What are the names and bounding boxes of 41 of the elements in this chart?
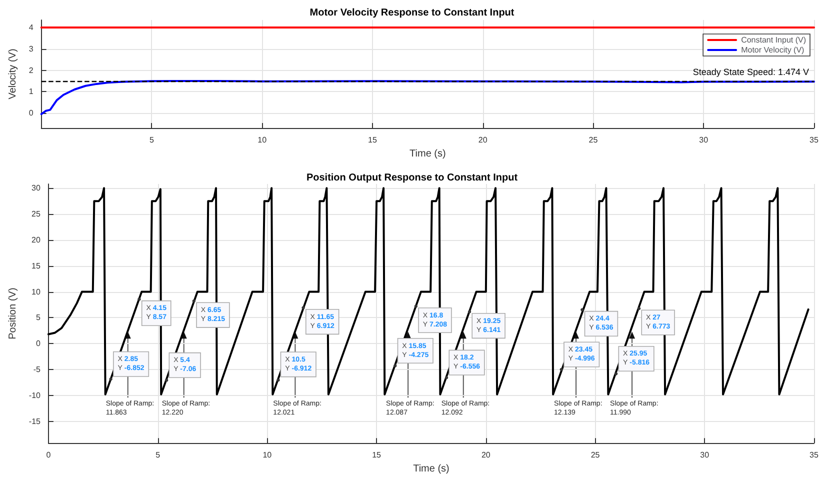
x-tick-label: 20 <box>478 136 488 144</box>
x-tick-label: 30 <box>700 450 710 460</box>
y-axis-title: Velocity (V) <box>8 48 18 100</box>
x-axis-title: Time (s) <box>410 148 446 160</box>
chart-title: Position Output Response to Constant Input <box>306 172 518 184</box>
y-tick-label: 2 <box>28 66 34 75</box>
x-tick-label: 35 <box>810 136 819 144</box>
line-series <box>47 187 810 396</box>
y-tick-label: 5 <box>36 313 42 322</box>
x-tick-label: 15 <box>372 450 382 460</box>
chart-title: Motor Velocity Response to Constant Input <box>310 8 515 18</box>
x-tick-label: 5 <box>156 450 161 460</box>
x-tick-label: 20 <box>481 450 491 460</box>
x-tick-label: 10 <box>258 136 268 144</box>
x-tick-label: 35 <box>810 450 819 460</box>
line-series <box>40 80 815 116</box>
y-axis-title: Position (V) <box>8 288 18 340</box>
y-tick-label: 1 <box>28 87 34 96</box>
y-tick-label: -15 <box>28 416 42 426</box>
y-tick-label: 20 <box>32 235 42 244</box>
y-tick-label: 30 <box>32 184 42 193</box>
ref-line-label: Steady State Speed: 1.474 V <box>692 67 809 78</box>
y-tick-label: 4 <box>28 22 34 32</box>
x-tick-label: 10 <box>262 450 272 460</box>
x-tick-label: 5 <box>150 136 154 144</box>
y-tick-label: 3 <box>28 44 34 54</box>
y-tick-label: -5 <box>33 365 41 374</box>
x-axis-title: Time (s) <box>413 464 450 474</box>
x-tick-label: 0 <box>46 450 52 460</box>
y-tick-label: -10 <box>28 390 42 400</box>
legend-label: Motor Velocity (V) <box>741 46 805 54</box>
y-tick-label: 15 <box>32 261 42 270</box>
y-tick-label: 25 <box>32 210 42 219</box>
x-tick-label: 30 <box>699 136 709 144</box>
y-tick-label: 10 <box>32 287 42 296</box>
y-tick-label: 0 <box>28 108 34 118</box>
x-tick-label: 25 <box>588 136 598 144</box>
x-tick-label: 25 <box>590 450 600 460</box>
legend-label: Constant Input (V) <box>741 36 806 44</box>
y-tick-label: 0 <box>36 339 42 348</box>
x-tick-label: 15 <box>368 136 378 144</box>
